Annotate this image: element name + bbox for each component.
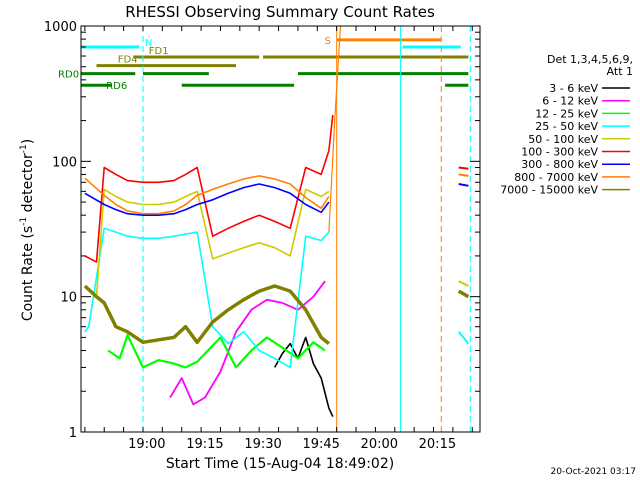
chart-title: RHESSI Observing Summary Count Rates bbox=[125, 3, 435, 21]
state-label-rd0: RD0 bbox=[58, 70, 79, 81]
legend-label-300-800-kev: 300 - 800 keV bbox=[521, 158, 598, 171]
x-tick-label: 20:15 bbox=[419, 437, 456, 452]
x-tick-label: 19:15 bbox=[186, 437, 223, 452]
series-segment-50-100-kev bbox=[458, 280, 469, 287]
plot-frame bbox=[80, 25, 481, 433]
y-axis-label-main: Count Rate (s bbox=[20, 226, 36, 321]
legend-label-800-7000-kev: 800 - 7000 keV bbox=[514, 171, 598, 184]
state-label-fd1: FD1 bbox=[149, 46, 169, 57]
series-300-800-kev bbox=[84, 183, 330, 216]
legend-label-25-50-kev: 25 - 50 keV bbox=[535, 120, 598, 133]
legend-label-3-6-kev: 3 - 6 keV bbox=[549, 82, 598, 95]
series-6-12-kev bbox=[169, 280, 326, 406]
y-axis-label-end: ) bbox=[20, 139, 36, 144]
state-label-s: S bbox=[324, 36, 330, 47]
y-tick-label: 1000 bbox=[44, 20, 77, 35]
series-800-7000-kev bbox=[84, 175, 330, 215]
y-tick-label: 100 bbox=[52, 155, 77, 170]
y-tick-label: 10 bbox=[60, 291, 77, 306]
legend-label-6-12-kev: 6 - 12 keV bbox=[542, 95, 598, 108]
legend-header: Att 1 bbox=[607, 65, 633, 78]
x-tick-label: 19:45 bbox=[302, 437, 339, 452]
y-axis-label-sup2: -1 bbox=[19, 144, 29, 153]
generation-timestamp: 20-Oct-2021 03:17 bbox=[551, 467, 636, 477]
series-segment-300-800-kev bbox=[458, 183, 469, 187]
x-tick-label: 20:00 bbox=[361, 437, 398, 452]
series-12-25-kev bbox=[107, 334, 326, 369]
y-axis-label-mid: detector bbox=[20, 153, 36, 217]
y-tick-label: 1 bbox=[69, 426, 77, 441]
series-7000-15000-kev bbox=[83, 284, 330, 345]
state-label-fd4: FD4 bbox=[118, 55, 138, 66]
x-tick-label: 19:00 bbox=[128, 437, 165, 452]
series-segment-800-7000-kev bbox=[458, 173, 469, 177]
attenuator-transition-line bbox=[328, 25, 342, 233]
state-label-n: N bbox=[145, 38, 152, 49]
series-50-100-kev bbox=[84, 188, 330, 298]
x-tick-label: 19:30 bbox=[244, 437, 281, 452]
series-segment-7000-15000-kev bbox=[457, 289, 470, 299]
series-25-50-kev bbox=[84, 227, 330, 369]
data-series bbox=[83, 25, 470, 417]
x-axis-label: Start Time (15-Aug-04 18:49:02) bbox=[166, 456, 394, 472]
series-segment-25-50-kev bbox=[457, 331, 470, 345]
y-axis-label: Count Rate (s-1 detector-1) bbox=[19, 139, 36, 321]
legend-label-7000-15000-kev: 7000 - 15000 keV bbox=[500, 184, 598, 197]
legend-header: Det 1,3,4,5,6,9, bbox=[547, 53, 633, 66]
y-axis-label-sup1: -1 bbox=[19, 217, 29, 226]
series-segment-100-300-kev bbox=[458, 166, 469, 170]
legend-label-100-300-kev: 100 - 300 keV bbox=[521, 146, 598, 159]
legend-label-12-25-kev: 12 - 25 keV bbox=[535, 107, 598, 120]
axes: 1 10 100 1000 19:00 19:15 19:30 19:45 20:00 20:15 bbox=[44, 20, 480, 452]
legend-label-50-100-kev: 50 - 100 keV bbox=[528, 133, 598, 146]
event-markers bbox=[80, 26, 471, 432]
state-label-rd6: RD6 bbox=[106, 81, 127, 92]
